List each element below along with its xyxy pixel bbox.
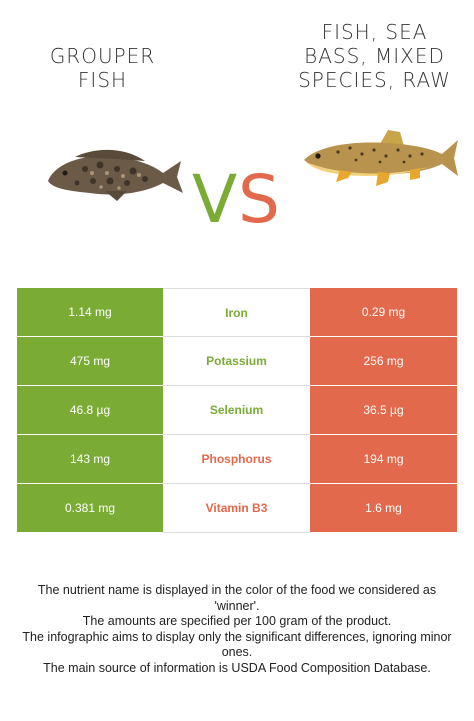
nutrient-name: Selenium	[163, 386, 310, 435]
footer-notes: The nutrient name is displayed in the co…	[14, 583, 460, 676]
vs-logo: V S	[192, 165, 284, 235]
sea-bass-fish-icon	[304, 130, 458, 186]
nutrient-name: Vitamin B3	[163, 484, 310, 533]
footer-note: The infographic aims to display only the…	[22, 629, 452, 660]
right-food-value: 1.6 mg	[310, 484, 457, 532]
right-food-title: FISH, SEA BASS, MIXED SPECIES, RAW	[292, 20, 457, 92]
nutrient-name: Phosphorus	[163, 435, 310, 484]
footer-note: The main source of information is USDA F…	[43, 660, 431, 675]
right-food-value: 0.29 mg	[310, 288, 457, 336]
left-food-value: 143 mg	[17, 435, 163, 483]
left-food-value: 475 mg	[17, 337, 163, 385]
comparison-table: 1.14 mg Iron 0.29 mg 475 mg Potassium 25…	[17, 288, 457, 533]
table-row: 0.381 mg Vitamin B3 1.6 mg	[17, 484, 457, 533]
left-food-value: 0.381 mg	[17, 484, 163, 532]
grouper-fish-icon	[48, 149, 183, 201]
table-row: 143 mg Phosphorus 194 mg	[17, 435, 457, 484]
right-food-title-line: BASS, MIXED	[304, 44, 445, 68]
right-food-value: 194 mg	[310, 435, 457, 483]
vs-letter-s: S	[238, 161, 280, 238]
left-food-title-line: GROUPER	[49, 44, 156, 68]
right-food-title-line: FISH, SEA	[321, 20, 428, 44]
left-food-title-line: FISH	[77, 68, 128, 92]
right-food-title-line: SPECIES, RAW	[298, 68, 451, 92]
vs-letter-v: V	[192, 161, 238, 238]
right-food-value: 256 mg	[310, 337, 457, 385]
table-row: 46.8 µg Selenium 36.5 µg	[17, 386, 457, 435]
nutrient-name: Iron	[163, 288, 310, 337]
table-row: 1.14 mg Iron 0.29 mg	[17, 288, 457, 337]
right-food-value: 36.5 µg	[310, 386, 457, 434]
left-food-value: 46.8 µg	[17, 386, 163, 434]
nutrient-name: Potassium	[163, 337, 310, 386]
left-food-value: 1.14 mg	[17, 288, 163, 336]
table-row: 475 mg Potassium 256 mg	[17, 337, 457, 386]
left-food-title: GROUPER FISH	[15, 44, 190, 92]
footer-note: The nutrient name is displayed in the co…	[37, 583, 437, 613]
footer-note: The amounts are specified per 100 gram o…	[82, 614, 392, 628]
